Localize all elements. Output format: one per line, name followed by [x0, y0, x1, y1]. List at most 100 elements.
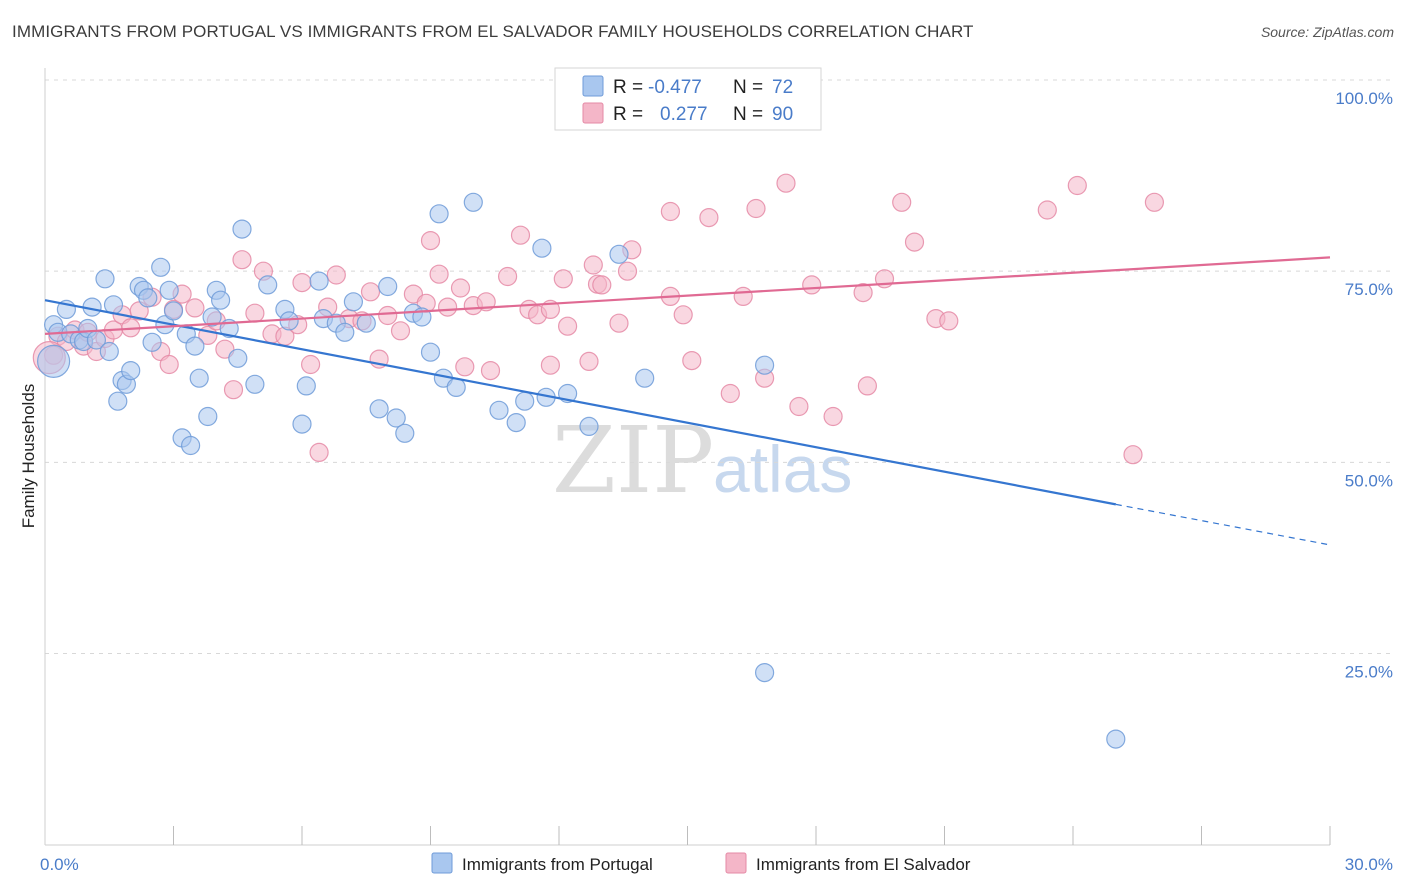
el-salvador-point [579, 351, 599, 371]
x-tick-labels: 0.0% 30.0% [40, 855, 1393, 874]
chart-title: IMMIGRANTS FROM PORTUGAL VS IMMIGRANTS F… [12, 22, 974, 41]
portugal-point [369, 399, 389, 419]
portugal-point [189, 368, 209, 388]
el-salvador-point [455, 357, 475, 377]
el-salvador-point [390, 321, 411, 341]
el-salvador-point [776, 173, 796, 193]
el-salvador-point [185, 298, 205, 318]
portugal-point [198, 406, 218, 427]
portugal-trend-extension [1115, 503, 1331, 546]
portugal-point [121, 361, 141, 381]
portugal-point [489, 400, 509, 420]
portugal-point [138, 288, 158, 308]
el-salvador-point [553, 269, 573, 289]
el-salvador-point [360, 282, 381, 302]
portugal-point [245, 374, 265, 394]
series-legend: Immigrants from Portugal Immigrants from… [431, 852, 971, 874]
portugal-point [579, 416, 599, 436]
legend-blue-r-label: R = [613, 77, 643, 98]
el-salvador-point [223, 380, 244, 400]
portugal-point [181, 435, 201, 456]
y-tick-label: 25.0% [1345, 663, 1393, 682]
portugal-point [754, 355, 775, 375]
el-salvador-point [699, 208, 719, 228]
portugal-point [395, 423, 415, 443]
el-salvador-point [592, 275, 612, 295]
portugal-point [108, 391, 128, 411]
portugal-point [635, 368, 655, 388]
el-salvador-point [720, 383, 740, 404]
el-salvador-point [1123, 445, 1143, 465]
portugal-point [309, 271, 329, 291]
el-salvador-point [557, 316, 578, 336]
el-salvador-point [309, 442, 329, 462]
el-salvador-point [904, 232, 925, 252]
correlation-legend: R = -0.477 N = 72 R = 0.277 N = 90 [554, 67, 822, 131]
el-salvador-point [617, 261, 638, 281]
el-salvador-point [480, 361, 501, 381]
el-salvador-point [420, 231, 441, 251]
el-salvador-trend-line [44, 256, 1331, 335]
el-salvador-point [609, 313, 629, 333]
portugal-point [142, 332, 162, 352]
portugal-point [754, 662, 775, 683]
el-salvador-point [802, 275, 822, 295]
portugal-point [429, 204, 449, 224]
portugal-point [343, 292, 363, 312]
legend-pink-r-label: R = [613, 104, 643, 125]
portugal-point [335, 322, 355, 342]
portugal-point [159, 280, 179, 300]
portugal-point [99, 341, 119, 362]
watermark-atlas: atlas [713, 432, 852, 506]
portugal-point [463, 192, 483, 212]
el-salvador-point [789, 396, 809, 417]
el-salvador-point [583, 255, 603, 275]
legend-bottom-swatch-portugal [431, 852, 453, 874]
y-axis-label: Family Households [19, 384, 38, 529]
portugal-point [163, 301, 184, 321]
axes [44, 68, 1331, 846]
source-label: Source: ZipAtlas.com [1260, 24, 1394, 40]
el-salvador-point [301, 354, 321, 375]
el-salvador-point [733, 286, 753, 306]
el-salvador-point [245, 303, 265, 323]
el-salvador-point [498, 266, 518, 287]
y-tick-labels: 100.0% 75.0% 50.0% 25.0% [1335, 89, 1393, 682]
portugal-point [420, 342, 441, 362]
el-salvador-point [232, 250, 252, 270]
legend-swatch-pink [582, 102, 604, 124]
el-salvador-point [682, 351, 702, 371]
el-salvador-point [438, 297, 458, 317]
x-tick-label: 30.0% [1345, 855, 1393, 874]
portugal-point [446, 377, 466, 397]
portugal-point [228, 348, 248, 368]
el-salvador-point [853, 283, 873, 303]
el-salvador-point [660, 201, 681, 222]
el-salvador-point [510, 225, 531, 245]
el-salvador-point [939, 311, 959, 331]
watermark-zip: ZIP [552, 407, 714, 514]
el-salvador-point [1067, 175, 1087, 196]
el-salvador-point [292, 273, 312, 293]
gridlines [45, 79, 1392, 654]
portugal-point [95, 269, 115, 289]
portugal-point [609, 244, 629, 264]
legend-pink-r-value: 0.277 [660, 104, 708, 125]
y-tick-label: 100.0% [1335, 89, 1393, 108]
el-salvador-point [673, 305, 693, 325]
el-salvador-point [378, 305, 398, 326]
legend-blue-n-value: 72 [772, 77, 793, 98]
legend-bottom-swatch-el-salvador [725, 852, 747, 874]
portugal-point [296, 376, 316, 396]
legend-blue-n-label: N = [733, 77, 763, 98]
portugal-point [36, 344, 71, 378]
el-salvador-point [450, 278, 471, 298]
el-salvador-point [892, 192, 912, 212]
portugal-point [1106, 729, 1126, 749]
portugal-point [506, 413, 526, 433]
portugal-point [151, 257, 171, 277]
legend-el-salvador-label: Immigrants from El Salvador [756, 855, 971, 874]
portugal-point [185, 336, 205, 356]
portugal-point [515, 391, 535, 411]
